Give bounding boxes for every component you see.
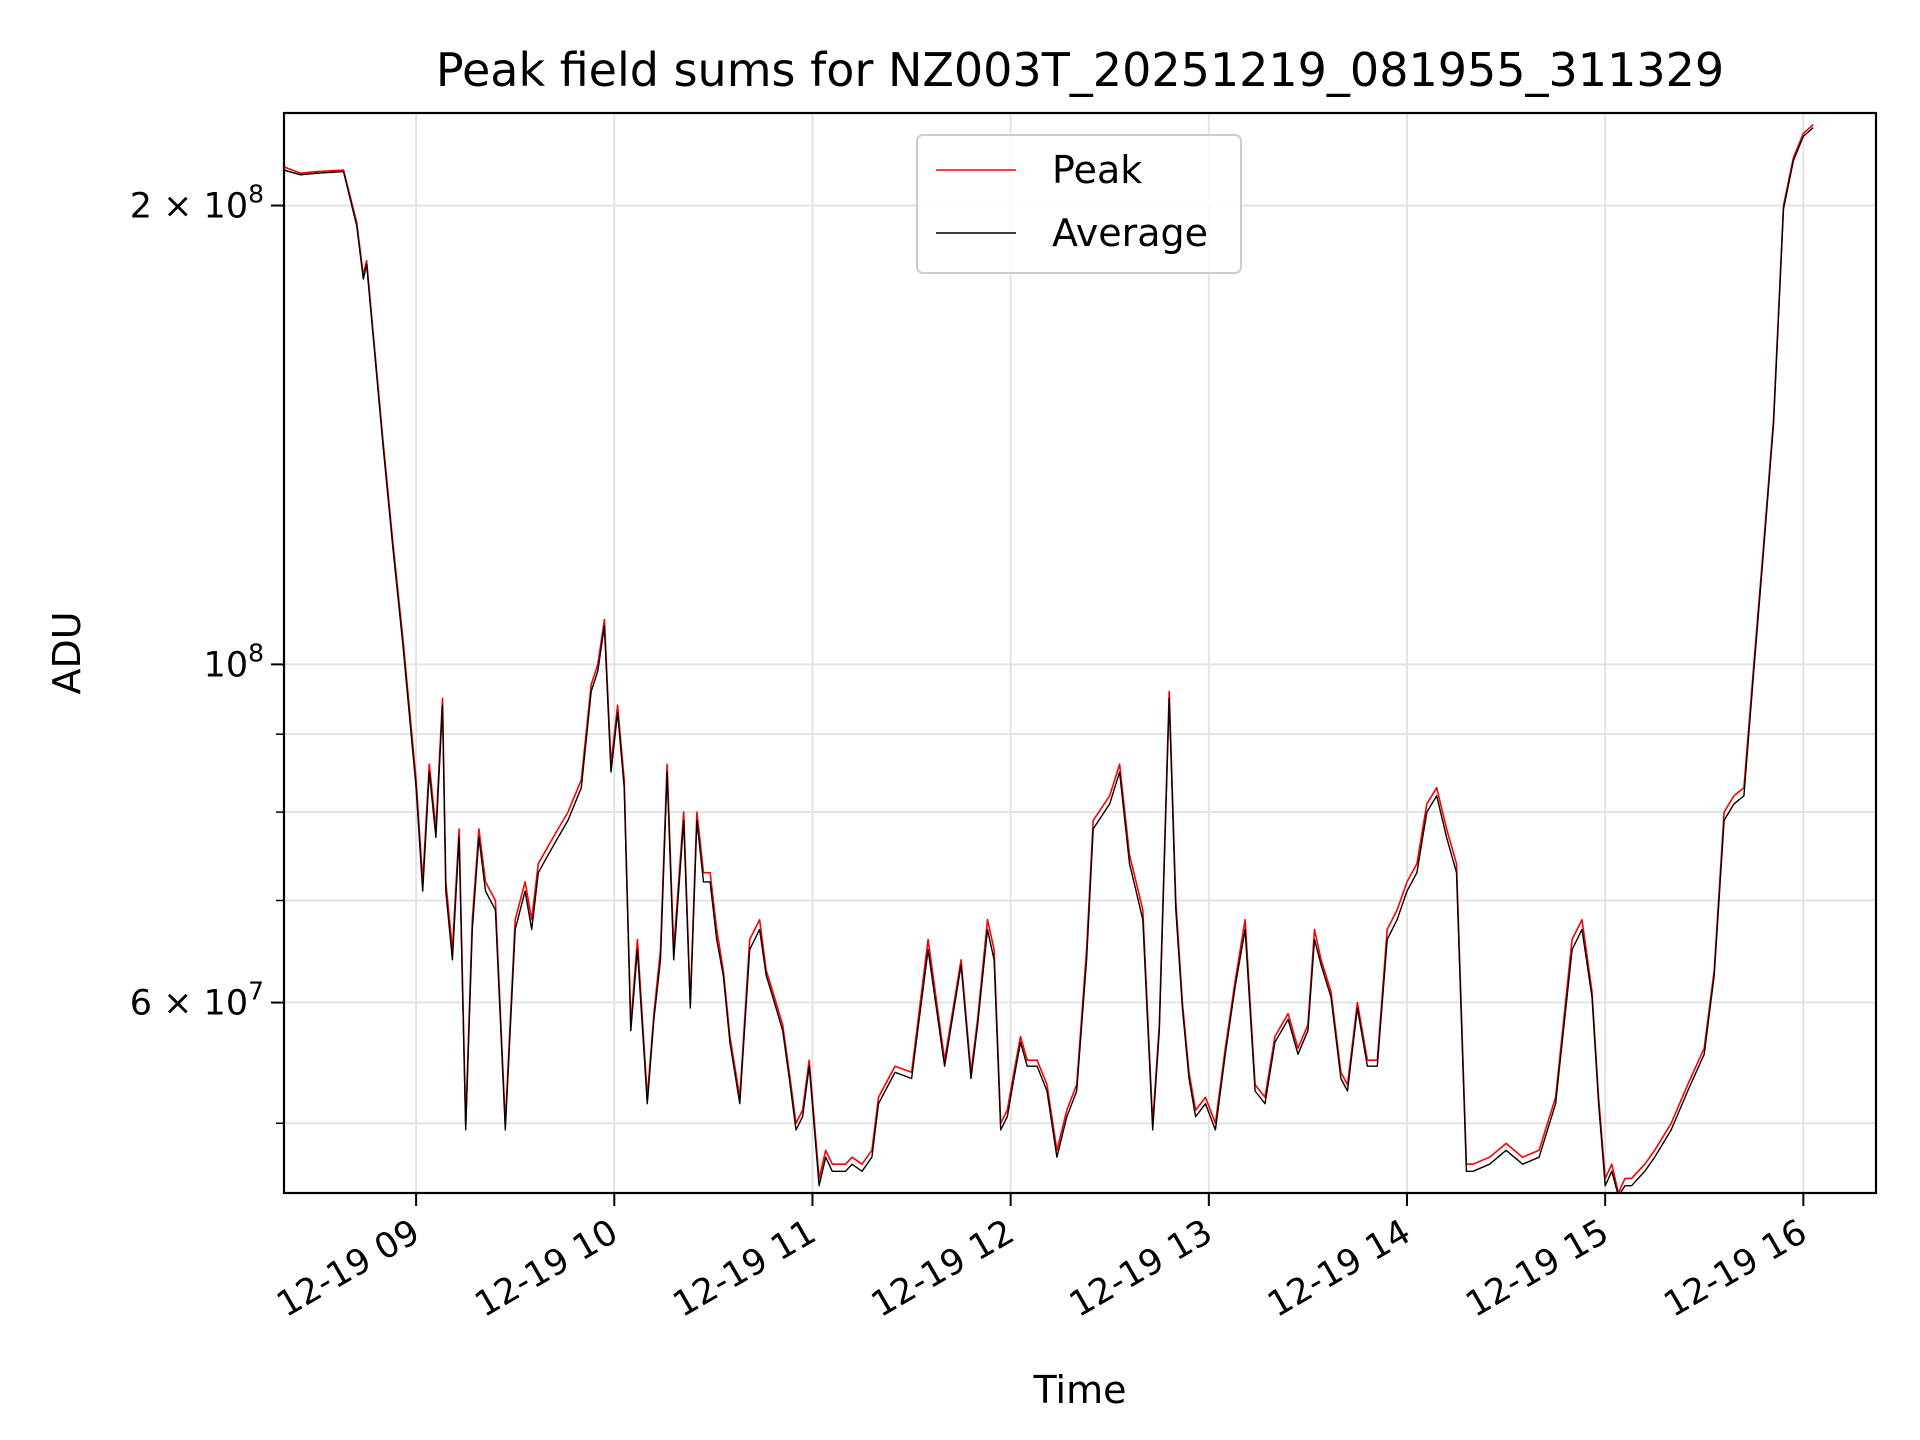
y-tick-label: 6 × 107 xyxy=(130,977,264,1024)
chart-title: Peak field sums for NZ003T_20251219_0819… xyxy=(436,43,1724,97)
legend-label-average: Average xyxy=(1052,211,1208,255)
grid xyxy=(284,113,1876,1193)
x-axis-label: Time xyxy=(1033,1368,1127,1412)
y-tick-exponent: 8 xyxy=(248,180,264,209)
y-tick-exponent: 7 xyxy=(248,977,264,1006)
y-axis-label: ADU xyxy=(45,611,89,694)
plot-frame xyxy=(282,111,1878,1195)
y-tick-label: 2 × 108 xyxy=(130,180,264,227)
legend-label-peak: Peak xyxy=(1052,148,1142,192)
series-line-peak xyxy=(284,124,1814,1193)
y-tick-exponent: 8 xyxy=(248,638,264,667)
series-line-average xyxy=(284,127,1814,1193)
legend: Peak Average xyxy=(916,134,1242,274)
series-lines xyxy=(284,124,1814,1193)
